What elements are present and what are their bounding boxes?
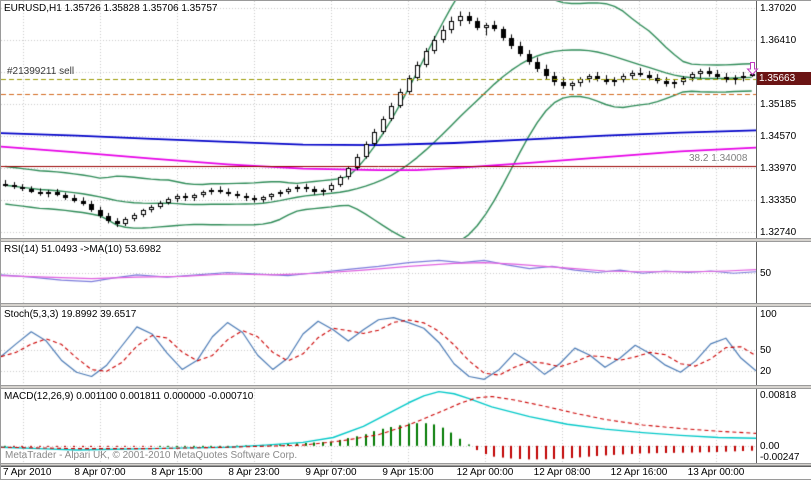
stoch-panel-canvas[interactable] xyxy=(1,307,756,385)
price-axis-label: 1.37020 xyxy=(760,3,797,14)
time-axis-label: 12 Apr 08:00 xyxy=(533,467,591,478)
time-axis-label: 12 Apr 00:00 xyxy=(456,467,514,478)
price-axis-label: 0.00818 xyxy=(760,390,797,401)
macd-panel-canvas[interactable] xyxy=(1,389,756,463)
time-axis-label: 12 Apr 16:00 xyxy=(610,467,668,478)
rsi-indicator-label: RSI(14) 51.0493 ->MA(10) 53.6982 xyxy=(4,244,162,255)
price-axis-label: 100 xyxy=(760,309,777,320)
watermark: MetaTrader - Alpari UK, © 2001-2010 Meta… xyxy=(5,450,298,461)
price-axis-label: 1.33350 xyxy=(760,195,797,206)
quote-ohlc-label: EURUSD,H1 1.35726 1.35828 1.35706 1.3575… xyxy=(4,3,218,14)
price-axis-label: 1.35185 xyxy=(760,99,797,110)
fib-level-label: 38.2 1.34008 xyxy=(689,153,748,164)
price-axis-label: 50 xyxy=(760,268,772,279)
main-chart-canvas[interactable] xyxy=(1,1,756,238)
rsi-panel-canvas[interactable] xyxy=(1,242,756,303)
panel-splitter[interactable] xyxy=(1,303,811,307)
panel-splitter[interactable] xyxy=(1,238,811,242)
macd-indicator-label: MACD(12,26,9) 0.001100 0.001811 0.000000… xyxy=(4,391,254,402)
time-axis-label: 8 Apr 15:00 xyxy=(151,467,203,478)
price-axis-label: 50 xyxy=(760,345,772,356)
panel-splitter[interactable] xyxy=(1,463,811,466)
time-axis-label: 9 Apr 15:00 xyxy=(382,467,434,478)
price-axis-label: 20 xyxy=(760,366,772,377)
time-axis-label: 9 Apr 07:00 xyxy=(305,467,357,478)
sell-arrow-icon xyxy=(746,62,759,76)
price-axis-label: 1.32740 xyxy=(760,227,797,238)
price-axis-label: -0.00247 xyxy=(760,452,800,463)
price-axis-label: 1.36410 xyxy=(760,35,797,46)
price-axis-label: 1.33970 xyxy=(760,163,797,174)
order-line-label: #21399211 sell xyxy=(7,66,75,77)
time-axis-label: 8 Apr 23:00 xyxy=(228,467,280,478)
price-axis-label: 1.34570 xyxy=(760,131,797,142)
current-price-box: 1.35663 xyxy=(757,72,811,85)
time-axis[interactable]: 7 Apr 2010 8 Apr 07:00 8 Apr 15:00 8 Apr 23… xyxy=(1,466,811,479)
time-axis-label: 13 Apr 00:00 xyxy=(687,467,745,478)
time-axis-label: 8 Apr 07:00 xyxy=(74,467,126,478)
time-axis-label: 7 Apr 2010 xyxy=(3,467,52,478)
panel-splitter[interactable] xyxy=(1,385,811,389)
price-axis[interactable]: 1.35663 1.37020 1.36410 1.35185 1.34570 1.33… xyxy=(756,1,811,466)
price-axis-label: 0.00 xyxy=(760,441,780,452)
stoch-indicator-label: Stoch(5,3,3) 19.8992 39.6517 xyxy=(4,309,137,320)
